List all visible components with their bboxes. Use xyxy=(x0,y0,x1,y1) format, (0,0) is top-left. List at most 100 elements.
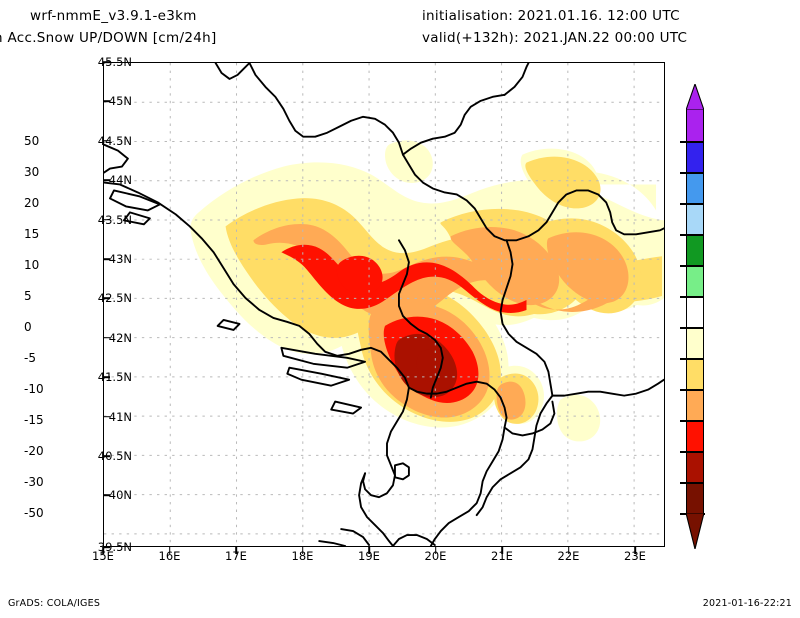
colorbar-cell-11 xyxy=(685,451,705,482)
xtick-mark-17E xyxy=(235,547,237,554)
xtick-label-23E: 23E xyxy=(624,549,646,563)
colorbar-label-minus15: -15 xyxy=(24,413,44,427)
colorbar-cell-8 xyxy=(685,358,705,389)
ytick-label-40N: 40N xyxy=(108,488,132,503)
xtick-mark-23E xyxy=(634,547,636,554)
ytick-label-42.5N: 42.5N xyxy=(97,291,132,306)
colorbar-tick-9 xyxy=(680,420,686,422)
colorbar-tick-1 xyxy=(680,172,686,174)
colorbar-divider xyxy=(685,203,705,205)
map-gridlines xyxy=(104,63,664,546)
xtick-mark-15E xyxy=(102,547,104,554)
xtick-label-21E: 21E xyxy=(491,549,513,563)
ytick-mark-43N xyxy=(103,258,110,260)
ytick-mark-44.5N xyxy=(103,140,110,142)
ytick-label-42N: 42N xyxy=(108,330,132,345)
colorbar-tick-6 xyxy=(680,327,686,329)
colorbar-label-0: 0 xyxy=(24,320,32,334)
ytick-mark-44N xyxy=(103,179,110,181)
colorbar-divider xyxy=(685,141,705,143)
map-plot-frame xyxy=(103,62,665,547)
xtick-label-20E: 20E xyxy=(424,549,447,563)
valid-time-label: valid(+132h): 2021.JAN.22 00:00 UTC xyxy=(422,30,688,46)
xtick-mark-16E xyxy=(168,547,171,554)
colorbar-label-15: 15 xyxy=(24,227,40,241)
ytick-mark-45.5N xyxy=(103,61,110,63)
ytick-mark-42.5N xyxy=(103,297,110,300)
ytick-mark-43.5N xyxy=(103,218,110,221)
colorbar-label-minus30: -30 xyxy=(24,475,44,489)
render-timestamp: 2021-01-16-22:21 xyxy=(702,598,792,609)
colorbar-cell-4 xyxy=(685,234,705,265)
colorbar-extend-bottom-arrow xyxy=(686,513,704,549)
xtick-mark-19E xyxy=(368,547,370,554)
colorbar-divider xyxy=(685,234,705,236)
ytick-label-43N: 43N xyxy=(108,252,132,266)
colorbar-cell-7 xyxy=(685,327,705,358)
ytick-mark-41N xyxy=(103,415,110,418)
field-title: n Acc.Snow UP/DOWN [cm/24h] xyxy=(0,30,217,46)
initialisation-label: initialisation: 2021.01.16. 12:00 UTC xyxy=(422,8,680,24)
map-graphic xyxy=(104,63,664,546)
ytick-mark-42N xyxy=(103,337,110,339)
ytick-mark-40N xyxy=(103,494,110,497)
colorbar-cell-5 xyxy=(685,265,705,296)
xtick-label-15E: 15E xyxy=(92,549,114,563)
colorbar-divider xyxy=(685,389,705,391)
colorbar-cell-6 xyxy=(685,296,705,327)
colorbar-divider xyxy=(685,420,705,422)
ytick-label-41N: 41N xyxy=(108,409,132,424)
ytick-label-40.5N: 40.5N xyxy=(97,449,132,463)
colorbar-tick-5 xyxy=(680,296,686,298)
ytick-label-43.5N: 43.5N xyxy=(97,212,132,227)
ytick-mark-41.5N xyxy=(103,376,110,378)
xtick-mark-18E xyxy=(301,547,304,554)
xtick-label-22E: 22E xyxy=(557,549,580,563)
colorbar-cell-0 xyxy=(686,110,704,141)
grads-credit: GrADS: COLA/IGES xyxy=(8,598,101,609)
colorbar-tick-7 xyxy=(680,358,686,360)
model-title: wrf-nmmE_v3.9.1-e3km xyxy=(30,8,197,24)
colorbar-label-minus50: -50 xyxy=(24,506,44,520)
colorbar-label-minus20: -20 xyxy=(24,444,44,458)
xtick-mark-22E xyxy=(567,547,570,554)
xtick-label-18E: 18E xyxy=(291,549,314,563)
xtick-label-17E: 17E xyxy=(225,549,247,563)
colorbar-label-50: 50 xyxy=(24,134,40,148)
map-canvas xyxy=(104,63,664,546)
colorbar-extend-top-arrow xyxy=(686,84,704,110)
colorbar-tick-8 xyxy=(680,389,686,391)
colorbar-tick-10 xyxy=(680,451,686,453)
ytick-label-44N: 44N xyxy=(108,173,132,188)
colorbar-tick-4 xyxy=(680,265,686,267)
colorbar-cell-1 xyxy=(685,141,705,172)
ytick-label-45.5N: 45.5N xyxy=(97,55,132,69)
ytick-mark-40.5N xyxy=(103,455,110,457)
xtick-mark-20E xyxy=(434,547,437,554)
ytick-mark-39.5N xyxy=(103,546,110,548)
colorbar-cell-2 xyxy=(685,172,705,203)
ytick-mark-45N xyxy=(103,100,110,103)
ytick-label-41.5N: 41.5N xyxy=(97,370,132,385)
colorbar-tick-2 xyxy=(680,203,686,205)
colorbar-cell-12 xyxy=(685,482,705,513)
xtick-mark-21E xyxy=(501,547,503,554)
colorbar-label-30: 30 xyxy=(24,165,40,179)
colorbar-tick-11 xyxy=(680,482,686,484)
xtick-label-19E: 19E xyxy=(358,549,380,563)
ytick-label-39.5N: 39.5N xyxy=(97,540,132,554)
colorbar-label-minus5: -5 xyxy=(24,351,36,365)
colorbar-label-minus10: -10 xyxy=(24,382,44,396)
colorbar-divider xyxy=(685,265,705,267)
colorbar-divider xyxy=(685,358,705,360)
colorbar-tick-12 xyxy=(680,513,686,515)
colorbar-divider xyxy=(685,172,705,174)
colorbar-divider xyxy=(685,451,705,453)
colorbar-cell-9 xyxy=(685,389,705,420)
colorbar-label-10: 10 xyxy=(24,258,40,272)
colorbar-label-5: 5 xyxy=(24,289,32,303)
colorbar-tick-3 xyxy=(680,234,686,236)
colorbar-cell-10 xyxy=(685,420,705,451)
colorbar-label-20: 20 xyxy=(24,196,40,210)
colorbar-tick-0 xyxy=(680,141,686,143)
